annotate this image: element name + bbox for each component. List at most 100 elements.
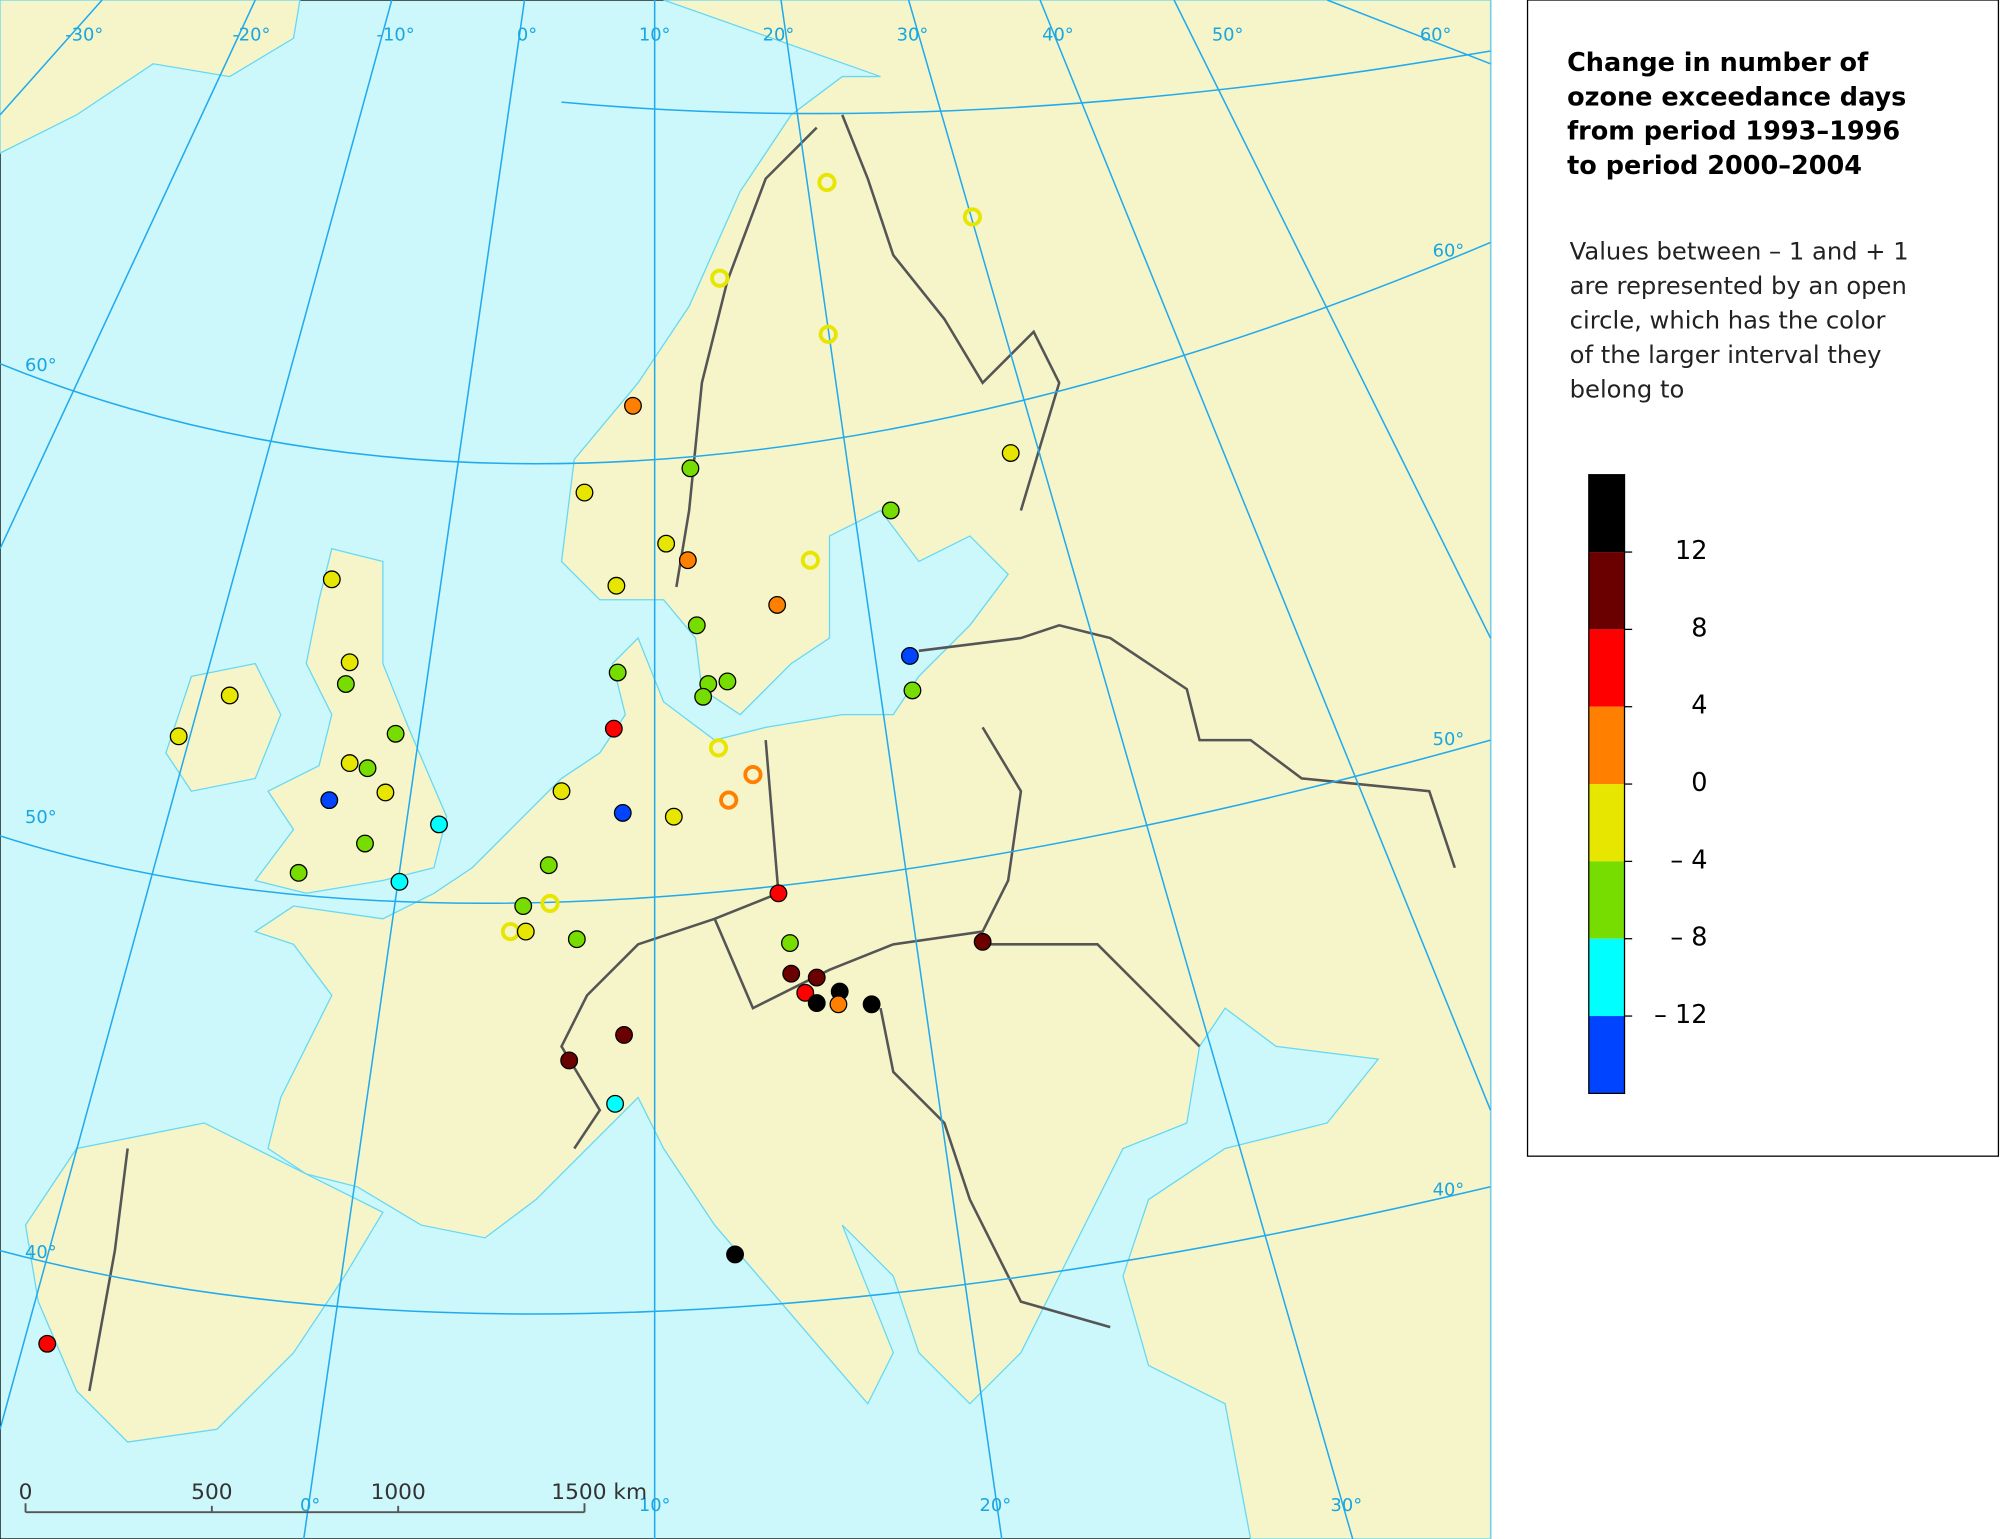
graticule-label: 50° [1212, 25, 1244, 46]
station [678, 551, 697, 570]
station [340, 754, 359, 773]
legend-note: of the larger interval they [1570, 340, 1882, 369]
colorbar-segment [1588, 1016, 1625, 1094]
graticule-label: -10° [377, 25, 415, 46]
colorbar-label: 8 [1691, 613, 1707, 643]
colorbar-label: – 8 [1670, 923, 1707, 953]
station [320, 791, 339, 810]
legend-note: Values between – 1 and + 1 [1570, 237, 1909, 266]
graticule-line [0, 0, 1492, 1539]
station-open [719, 790, 739, 810]
land [165, 662, 282, 792]
colorbar-segment [1588, 474, 1625, 553]
station [560, 1051, 579, 1070]
station [769, 884, 788, 903]
graticule-label: 10° [639, 1495, 671, 1516]
station [604, 719, 623, 738]
colorbar-segment [1588, 629, 1625, 707]
land [0, 0, 301, 154]
station [608, 663, 627, 682]
station [539, 856, 558, 875]
graticule-label: 50° [25, 807, 57, 828]
station [687, 616, 706, 635]
scale-label: 500 [191, 1480, 232, 1505]
station [289, 863, 308, 882]
stations [38, 172, 1020, 1353]
station [514, 897, 533, 915]
station [900, 646, 919, 665]
station [516, 922, 535, 941]
colorbar-segment [1588, 706, 1625, 785]
graticule-label: 50° [1433, 729, 1465, 750]
station-open [800, 550, 820, 570]
station-open [540, 893, 560, 914]
station [807, 968, 826, 987]
colorbar-label: 4 [1691, 691, 1707, 721]
graticule-label: 40° [1433, 1180, 1465, 1201]
station [376, 783, 395, 802]
station [606, 1094, 625, 1113]
graticule-label: 60° [1420, 25, 1452, 46]
station-open [962, 207, 982, 227]
colorbar-label: 12 [1675, 536, 1707, 566]
station [881, 501, 900, 520]
border [88, 114, 1457, 1392]
station [552, 782, 571, 801]
graticule-label: -30° [65, 25, 103, 46]
station-open [743, 765, 763, 785]
colorbar-label: – 12 [1654, 1000, 1707, 1030]
map [0, 0, 1492, 1539]
station [567, 930, 586, 949]
station [607, 576, 626, 595]
station [903, 681, 922, 700]
graticule-label: 40° [1042, 25, 1074, 46]
graticule-label: 0° [300, 1495, 320, 1516]
colorbar-label: 0 [1691, 768, 1707, 798]
legend-note: are represented by an open [1570, 271, 1907, 300]
land [24, 1122, 384, 1443]
station [726, 1245, 744, 1264]
station [358, 759, 377, 778]
station-open [710, 268, 730, 288]
graticule-label: 20° [763, 25, 795, 46]
graticule-label: 0° [517, 25, 537, 46]
graticule-label: 10° [639, 25, 671, 46]
graticule-label: 30° [897, 25, 929, 46]
station [624, 396, 642, 415]
colorbar-segment [1588, 552, 1625, 630]
station-open [818, 324, 838, 344]
colorbar-label: – 4 [1670, 845, 1707, 875]
station [336, 675, 355, 693]
station [657, 534, 676, 553]
station [169, 727, 188, 746]
legend: 12 8 4 0 – 4 – 8 – 12 [1526, 0, 2000, 1157]
graticule-label: 60° [1433, 240, 1465, 261]
colorbar-segment [1588, 784, 1625, 862]
colorbar-segment [1588, 861, 1625, 939]
graticule-label: 60° [25, 355, 57, 376]
station [718, 672, 737, 691]
station [386, 724, 405, 743]
legend-title: ozone exceedance days [1567, 82, 1906, 112]
scale-label: 0 [19, 1480, 33, 1505]
station [575, 483, 594, 502]
station [829, 995, 848, 1014]
station [1001, 444, 1020, 462]
station [782, 964, 801, 983]
scale-bar [24, 1503, 586, 1514]
station-open [817, 172, 837, 193]
scale-label: 1500 km [551, 1480, 647, 1505]
legend-note: belong to [1570, 374, 1685, 403]
graticule-line [0, 50, 1491, 1315]
scale-label: 1000 [371, 1480, 426, 1505]
legend-title: from period 1993–1996 [1567, 117, 1900, 147]
station [356, 834, 374, 853]
station [973, 932, 992, 951]
station [38, 1334, 57, 1353]
station [390, 872, 409, 891]
land [254, 547, 448, 894]
station [862, 995, 881, 1014]
station [664, 807, 683, 826]
station [322, 570, 341, 589]
